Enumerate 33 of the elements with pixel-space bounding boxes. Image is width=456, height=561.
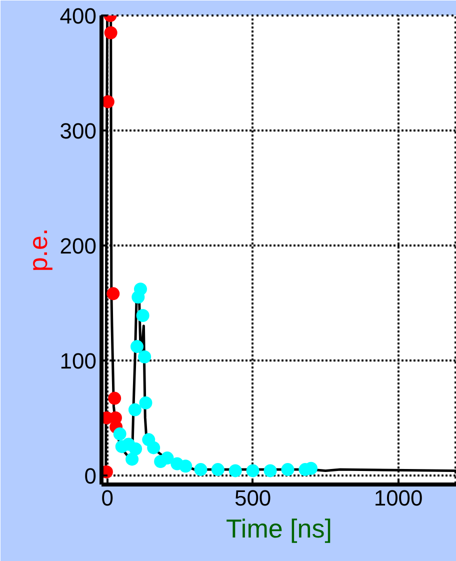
y-tick-label: 100 (60, 348, 97, 374)
x-tick-label: 0 (101, 486, 114, 510)
point (108, 392, 122, 405)
y-axis-title: p.e. (22, 228, 53, 272)
point (136, 309, 150, 322)
point (138, 350, 152, 364)
point (281, 463, 294, 476)
point (104, 26, 118, 40)
x-tick-label: 500 (234, 486, 272, 510)
x-tick-label: 1000 (374, 486, 423, 510)
point (147, 441, 160, 454)
point (106, 287, 120, 300)
point (246, 464, 260, 478)
point (130, 340, 144, 354)
point (102, 95, 114, 108)
point (128, 403, 142, 416)
point (264, 464, 277, 478)
point (126, 452, 139, 466)
point (304, 462, 318, 475)
point (160, 452, 174, 465)
point (179, 460, 192, 473)
point (139, 396, 152, 410)
point (228, 464, 242, 478)
point (194, 463, 208, 476)
point (113, 427, 126, 440)
point (129, 442, 142, 456)
y-tick-label: 300 (60, 118, 97, 144)
y-tick-label: 200 (60, 233, 97, 258)
y-tick-label: 400 (60, 4, 97, 28)
point (134, 282, 147, 296)
y-tick-label: 0 (84, 463, 97, 488)
point (211, 463, 224, 476)
x-axis-title: Time [ns] (226, 514, 332, 544)
